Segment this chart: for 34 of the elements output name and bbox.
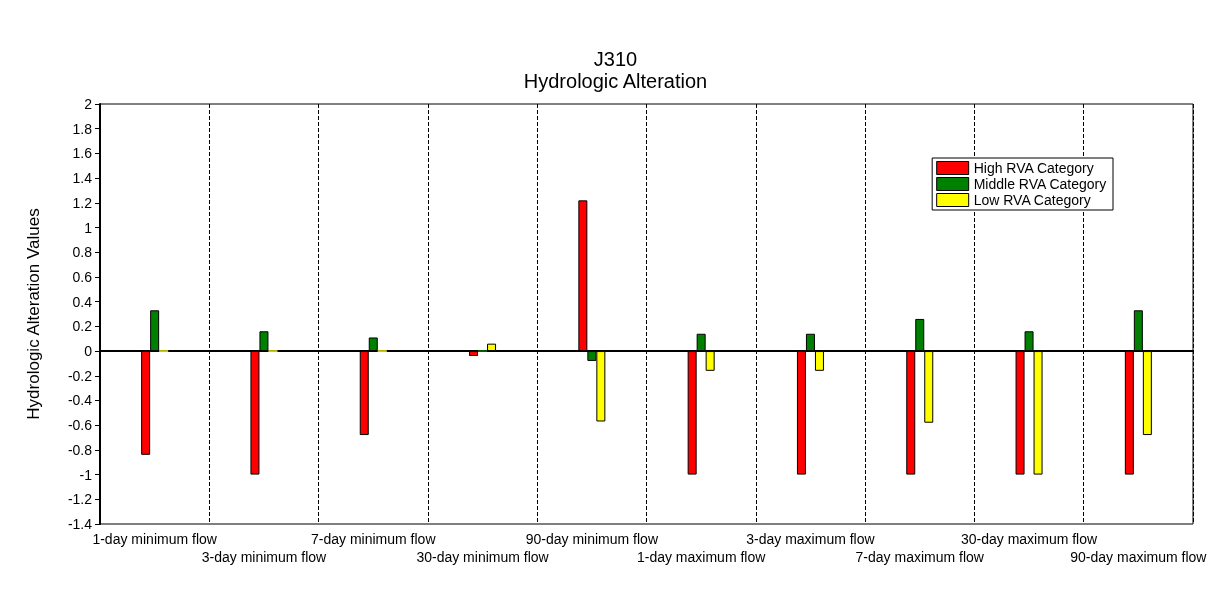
x-tick-label: 3-day maximum flow bbox=[746, 531, 876, 547]
y-tick-label: 0.4 bbox=[72, 293, 93, 310]
y-tick-label: -0.8 bbox=[67, 441, 93, 458]
y-tick-label: 1.4 bbox=[72, 170, 93, 187]
legend-label: Low RVA Category bbox=[973, 192, 1091, 208]
y-tick-label: -0.2 bbox=[67, 367, 93, 384]
chart-title: J310 bbox=[593, 48, 638, 70]
x-tick-label: 1-day minimum flow bbox=[92, 531, 218, 547]
y-tick-label: 0.2 bbox=[72, 318, 93, 335]
x-tick-label: 90-day maximum flow bbox=[1070, 549, 1208, 565]
y-tick-label: 1.2 bbox=[72, 194, 93, 211]
y-tick-label: 1.6 bbox=[72, 145, 93, 162]
legend-label: Middle RVA Category bbox=[973, 176, 1107, 192]
x-tick-label: 1-day maximum flow bbox=[636, 549, 767, 565]
y-tick-label: 0.6 bbox=[72, 268, 93, 285]
chart-subtitle: Hydrologic Alteration bbox=[523, 70, 708, 92]
y-tick-label: -1 bbox=[79, 466, 93, 483]
y-tick-label: -1.4 bbox=[67, 516, 93, 532]
x-tick-label: 7-day minimum flow bbox=[311, 531, 437, 547]
y-axis-title: Hydrologic Alteration Values bbox=[24, 208, 43, 420]
y-tick-label: -0.6 bbox=[67, 417, 93, 434]
y-tick-label: -0.4 bbox=[67, 392, 93, 409]
y-tick-label: 1.8 bbox=[72, 120, 93, 137]
x-tick-label: 90-day minimum flow bbox=[525, 531, 659, 547]
x-tick-label: 3-day minimum flow bbox=[201, 549, 328, 565]
y-tick-label: 2 bbox=[84, 96, 93, 112]
y-tick-label: 0.8 bbox=[72, 244, 93, 261]
legend-label: High RVA Category bbox=[973, 160, 1094, 176]
x-tick-label: 30-day minimum flow bbox=[416, 549, 550, 565]
y-tick-label: 0 bbox=[84, 343, 93, 360]
x-tick-label: 7-day maximum flow bbox=[855, 549, 985, 565]
y-tick-label: 1 bbox=[84, 219, 93, 236]
x-tick-label: 30-day maximum flow bbox=[960, 531, 1099, 547]
y-tick-label: -1.2 bbox=[67, 491, 93, 508]
